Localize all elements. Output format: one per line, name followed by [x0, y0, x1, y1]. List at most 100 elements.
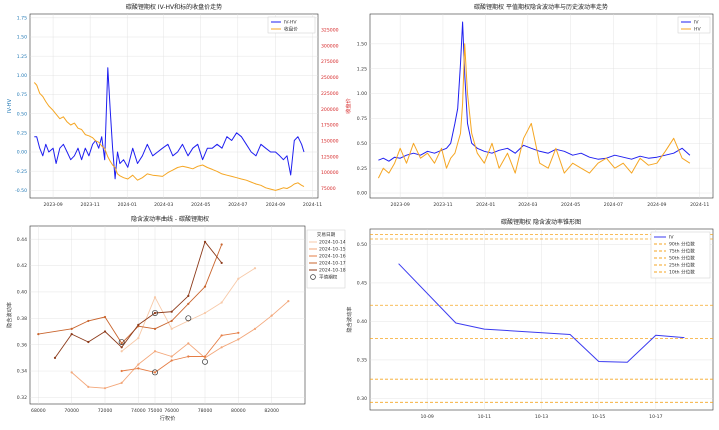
- y-tick-label: 0.42: [17, 263, 27, 269]
- x-tick-label: 2023-11: [81, 202, 100, 208]
- legend-label: IV: [669, 235, 674, 241]
- legend-label: 10th 分位数: [669, 269, 695, 276]
- y-tick-label: 1.50: [17, 35, 27, 41]
- series-line: [121, 332, 239, 373]
- legend-label: 90th 分位数: [669, 241, 695, 248]
- y-tick-label: 0.75: [357, 116, 367, 122]
- legend-label: 2024-10-18: [319, 268, 346, 274]
- series-point: [237, 277, 240, 280]
- series-point: [137, 363, 140, 366]
- series-point: [87, 340, 90, 344]
- series-point: [220, 243, 223, 246]
- y-tick-label: 0.00: [17, 150, 27, 156]
- x-tick-label: 2024-07: [604, 202, 623, 208]
- legend-title: 交易日期: [317, 231, 336, 238]
- legend-swatch: [310, 274, 316, 280]
- series-point: [120, 369, 123, 373]
- legend: [650, 231, 711, 279]
- series-point: [70, 333, 73, 336]
- legend-label: 25th 分位数: [669, 262, 695, 269]
- y-tick-label: 0.25: [357, 166, 367, 172]
- series-point: [287, 300, 290, 303]
- legend-label: 2024-10-17: [319, 261, 346, 267]
- x-tick-label: 2024-09: [266, 202, 285, 208]
- x-axis-label: 行权价: [160, 414, 176, 422]
- x-tick-label: 76000: [164, 408, 179, 414]
- series-point: [270, 314, 273, 317]
- series-point: [153, 350, 157, 353]
- series-point: [253, 267, 257, 270]
- chart-iv-hv: 0.00 0.25 0.50 0.75 1.00 1.25 1.50 2023-09 2023-…: [357, 3, 714, 208]
- series-line: [71, 300, 289, 389]
- series-point: [170, 319, 173, 323]
- legend-label: HV: [694, 27, 701, 33]
- series-point: [187, 342, 190, 345]
- y-axis-label: IV-HV: [7, 99, 13, 114]
- series-point: [187, 355, 190, 358]
- series-point: [70, 371, 73, 374]
- x-tick-label: 2024-11: [303, 202, 322, 208]
- y2-tick-label: 225000: [321, 91, 339, 97]
- y2-tick-label: 275000: [321, 59, 339, 65]
- atm-marker: [152, 310, 158, 316]
- plot-area: [369, 13, 714, 199]
- chart-ivhv-close: -0.50 -0.25 0.00 0.25 0.50 0.75 1.00 1.25 1.50 1.…: [7, 3, 352, 208]
- x-tick-label: 10-15: [592, 414, 605, 420]
- x-tick-label: 68000: [31, 408, 46, 414]
- series-point: [153, 371, 157, 374]
- chart-title: 碳酸锂期权 平值期权隐含波动率与历史波动率走势: [474, 3, 608, 11]
- y-tick-label: -0.25: [15, 169, 27, 175]
- series-point: [137, 323, 140, 326]
- series-point: [153, 327, 157, 330]
- x-tick-label: 2024-05: [561, 202, 580, 208]
- y-tick-label: 0.30: [357, 396, 367, 402]
- legend-label: 2024-10-16: [319, 254, 346, 260]
- series-point: [220, 346, 223, 349]
- x-tick-label: 2023-11: [433, 202, 452, 208]
- y-tick-label: 1.75: [17, 15, 27, 21]
- legend: [306, 229, 346, 289]
- series-point: [37, 333, 40, 336]
- series-point: [170, 355, 173, 358]
- series-point: [103, 330, 107, 333]
- series-point: [87, 319, 90, 323]
- x-tick-label: 2023-09: [43, 202, 62, 208]
- x-tick-label: 2024-07: [228, 202, 247, 208]
- series-point: [153, 311, 157, 315]
- series-point: [220, 334, 223, 337]
- x-tick-label: 2024-11: [690, 202, 709, 208]
- y-tick-label: 0.50: [357, 141, 367, 147]
- y-tick-label: 0.00: [357, 191, 367, 197]
- x-tick-label: 10-17: [649, 414, 662, 420]
- y-tick-label: 1.00: [357, 91, 367, 97]
- chart-title: 碳酸锂期权 隐含波动率锥形图: [501, 218, 581, 226]
- series-point: [220, 261, 223, 265]
- x-tick-label: 2024-03: [518, 202, 537, 208]
- atm-marker: [118, 339, 125, 345]
- y2-tick-label: 175000: [321, 123, 339, 129]
- y-tick-label: 1.50: [357, 41, 367, 47]
- series-point: [253, 327, 257, 330]
- y2-tick-label: 100000: [321, 170, 339, 176]
- y-tick-label: 0.40: [357, 319, 367, 325]
- x-tick-label: 2024-01: [118, 202, 137, 208]
- series-point: [203, 240, 207, 243]
- x-tick-label: 10-11: [478, 414, 491, 420]
- series-point: [153, 296, 157, 299]
- atm-marker: [185, 315, 192, 322]
- y-tick-label: 0.25: [17, 130, 27, 136]
- series-point: [53, 356, 57, 359]
- series-point: [137, 367, 140, 370]
- chart-title: 碳酸锂期权 IV-HV和标的收盘价走势: [126, 3, 222, 11]
- atm-marker: [202, 358, 208, 365]
- series-line: [378, 21, 691, 162]
- y-tick-label: 0.40: [17, 290, 27, 296]
- series-point: [120, 381, 123, 385]
- x-tick-label: 75000: [148, 408, 163, 414]
- y-tick-label: 0.50: [17, 111, 27, 117]
- series-point: [237, 338, 240, 341]
- legend-label: 2024-10-14: [319, 240, 346, 246]
- y-tick-label: 0.45: [357, 281, 367, 287]
- y2-axis-label: 收盘价: [344, 97, 352, 113]
